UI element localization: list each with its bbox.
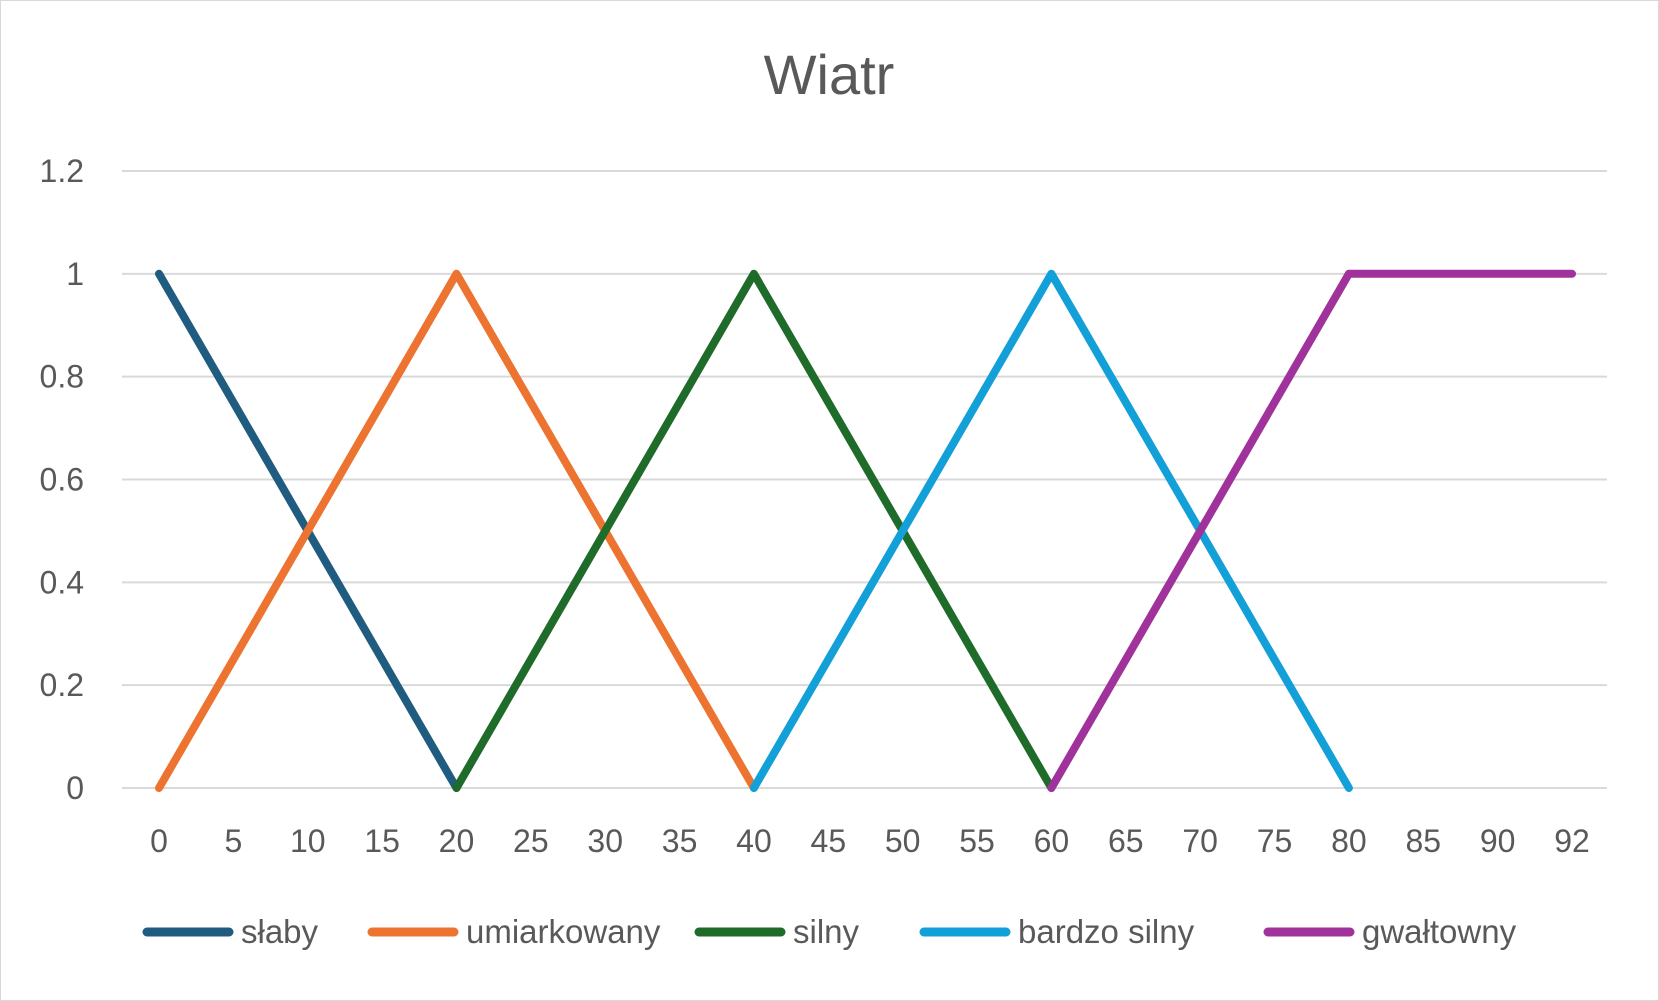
legend-label: umiarkowany — [466, 913, 661, 950]
x-tick-label: 30 — [587, 823, 623, 859]
x-tick-label: 25 — [513, 823, 549, 859]
x-tick-label: 80 — [1331, 823, 1367, 859]
series-line-1 — [155, 269, 758, 792]
legend-label: gwałtowny — [1362, 913, 1517, 950]
legend-label: silny — [793, 913, 860, 950]
series-line-3 — [749, 269, 1353, 792]
legend-label: słaby — [241, 913, 319, 950]
x-tick-label: 20 — [439, 823, 475, 859]
chart-title: Wiatr — [764, 43, 895, 106]
x-tick-label: 40 — [736, 823, 772, 859]
x-tick-label: 50 — [885, 823, 921, 859]
y-tick-label: 0.8 — [40, 359, 84, 395]
x-tick-label: 92 — [1554, 823, 1590, 859]
x-tick-label: 10 — [290, 823, 326, 859]
x-tick-label: 55 — [959, 823, 995, 859]
x-tick-label: 15 — [364, 823, 400, 859]
x-tick-label: 70 — [1182, 823, 1218, 859]
x-tick-label: 90 — [1480, 823, 1516, 859]
y-axis-ticks: 0 0.2 0.4 0.6 0.8 1 1.2 — [40, 153, 84, 806]
x-tick-label: 75 — [1257, 823, 1293, 859]
legend-item: słaby — [142, 913, 319, 950]
y-tick-label: 1 — [66, 256, 84, 292]
legend-item: umiarkowany — [367, 913, 661, 950]
y-tick-label: 1.2 — [40, 153, 84, 189]
x-tick-label: 60 — [1034, 823, 1070, 859]
x-tick-label: 0 — [150, 823, 168, 859]
legend-label: bardzo silny — [1018, 913, 1195, 950]
y-tick-label: 0.6 — [40, 462, 84, 498]
series-lines — [155, 269, 1576, 792]
legend-item: gwałtowny — [1263, 913, 1517, 950]
x-tick-label: 5 — [224, 823, 242, 859]
series-line-2 — [452, 269, 1056, 792]
x-tick-label: 85 — [1405, 823, 1441, 859]
x-tick-label: 35 — [662, 823, 698, 859]
gridlines — [122, 170, 1607, 789]
y-tick-label: 0.2 — [40, 667, 84, 703]
y-tick-label: 0.4 — [40, 564, 84, 600]
y-tick-label: 0 — [66, 770, 84, 806]
series-line-4 — [1047, 269, 1576, 792]
legend: słaby umiarkowany silny bardzo silny gwałtow… — [142, 913, 1517, 950]
x-tick-label: 65 — [1108, 823, 1144, 859]
legend-item: bardzo silny — [919, 913, 1195, 950]
x-axis-ticks: 0 5 10 15 20 25 30 35 40 45 50 55 60 65 70 75 80 85 90 92 — [150, 823, 1590, 859]
x-tick-label: 45 — [811, 823, 847, 859]
legend-item: silny — [694, 913, 860, 950]
